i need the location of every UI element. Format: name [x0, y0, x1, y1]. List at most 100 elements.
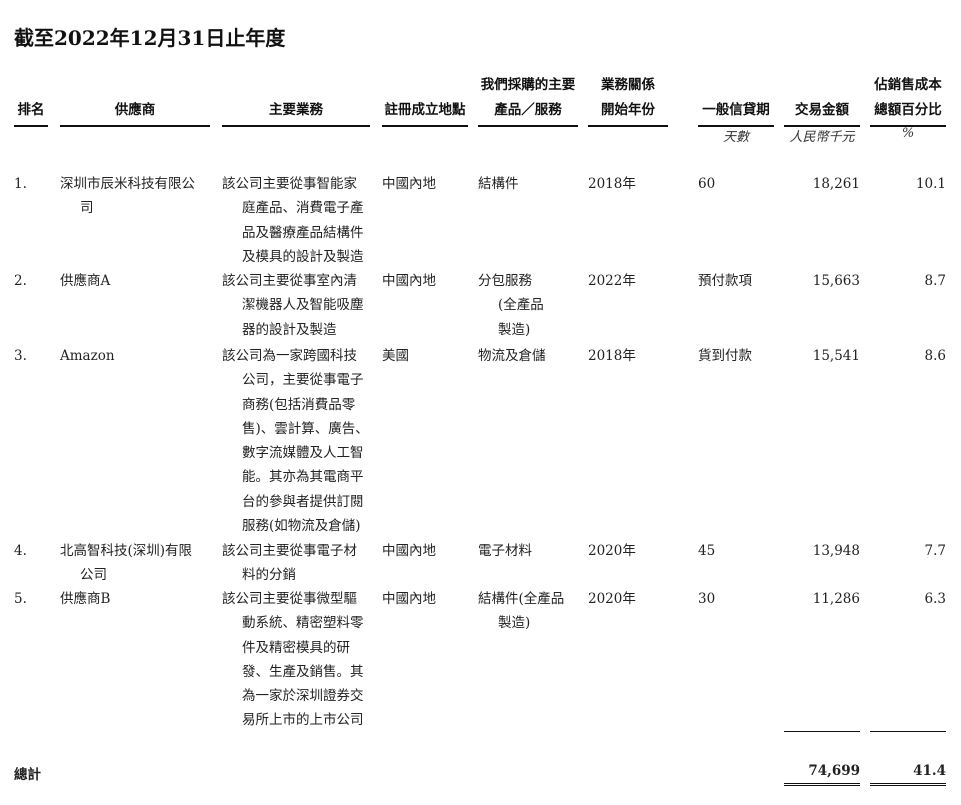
cell-rank: 3.	[14, 344, 54, 368]
business-line: 料的分銷	[242, 567, 296, 584]
cell-supplier: 供應商B	[60, 587, 215, 611]
total-amount: 74,699	[784, 763, 860, 786]
product-line: 製造)	[498, 321, 531, 338]
pct-subtotal-rule	[870, 731, 946, 732]
cell-business: 該公司為一家跨國科技公司，主要從事電子 商務(包括消費品零 售)、雲計算、廣告、 數字…	[222, 344, 372, 538]
cell-year: 2018年	[588, 344, 668, 368]
year-value: 2020年	[588, 591, 636, 607]
year-value: 2022年	[588, 273, 636, 289]
cell-rank: 5.	[14, 587, 54, 611]
cell-amount: 11,286	[784, 587, 860, 611]
rank-value: 4.	[14, 543, 27, 559]
product-line: 電子材料	[478, 543, 532, 559]
cell-credit: 貨到付款	[698, 344, 774, 368]
credit-value: 預付款項	[698, 273, 752, 289]
cell-year: 2022年	[588, 269, 668, 293]
header-supplier: 供應商	[60, 97, 210, 127]
pct-value: 6.3	[924, 591, 946, 607]
year-value: 2018年	[588, 348, 636, 364]
supplier-line: Amazon	[60, 348, 115, 364]
rank-value: 1.	[14, 176, 27, 192]
pct-value: 7.7	[924, 543, 946, 559]
product-line: 分包服務	[478, 273, 532, 289]
year-value: 2018年	[588, 176, 636, 192]
year-value: 2020年	[588, 543, 636, 559]
product-line: 結構件	[478, 176, 519, 192]
cell-amount: 15,541	[784, 344, 860, 368]
pct-value: 8.7	[924, 273, 946, 289]
pct-value: 8.6	[924, 348, 946, 364]
business-line: 公司，主要從事電子	[242, 372, 364, 389]
header-credit: 一般信貸期	[698, 97, 774, 127]
cell-supplier: Amazon	[60, 344, 215, 368]
cell-credit: 預付款項	[698, 269, 774, 293]
cell-supplier: 供應商A	[60, 269, 215, 293]
cell-pct: 8.6	[870, 344, 946, 368]
product-line: (全產品	[498, 297, 544, 314]
business-line: 器的設計及製造	[242, 321, 337, 338]
place-value: 中國內地	[382, 273, 436, 289]
cell-business: 該公司主要從事智能家 庭產品、消費電子產 品及醫療產品結構件 及模具的設計及製造	[222, 172, 372, 269]
business-line: 數字流媒體及人工智	[242, 445, 364, 462]
business-line: 服務(如物流及倉儲)	[242, 518, 361, 535]
place-value: 中國內地	[382, 543, 436, 559]
rank-value: 2.	[14, 273, 27, 289]
business-line: 該公司為一家跨國科技	[222, 348, 357, 364]
header-product-line1: 我們採購的主要	[480, 77, 576, 93]
cell-rank: 2.	[14, 269, 54, 293]
header-place: 註冊成立地點	[382, 97, 468, 127]
cell-place: 中國內地	[382, 539, 472, 563]
business-line: 該公司主要從事電子材	[222, 543, 357, 559]
business-line: 件及精密模具的研	[242, 639, 350, 656]
cell-credit: 30	[698, 587, 774, 611]
cell-credit: 45	[698, 539, 774, 563]
header-year-line2: 開始年份	[588, 97, 668, 127]
cell-business: 該公司主要從事微型驅 動系統、精密塑料零 件及精密模具的研 發、生產及銷售。其 為一家於…	[222, 587, 372, 733]
unit-amount: 人民幣千元	[789, 130, 855, 145]
amount-value: 11,286	[812, 591, 860, 607]
business-line: 台的參與者提供訂閱	[242, 493, 364, 510]
cell-product: 結構件	[478, 172, 583, 196]
credit-value: 45	[698, 543, 716, 559]
business-line: 庭產品、消費電子產	[242, 200, 364, 217]
header-product-line2: 產品／服務	[478, 97, 578, 127]
business-line: 該公司主要從事室內清	[222, 273, 357, 289]
cell-place: 中國內地	[382, 172, 472, 196]
credit-value: 60	[698, 176, 716, 192]
header-amount: 交易金額	[784, 97, 860, 127]
supplier-line: 深圳市辰米科技有限公	[60, 176, 195, 192]
supplier-line: 北高智科技(深圳)有限	[60, 543, 193, 559]
business-line: 該公司主要從事微型驅	[222, 591, 357, 607]
credit-value: 貨到付款	[698, 348, 752, 364]
product-line: 製造)	[498, 615, 531, 632]
total-pct: 41.4	[870, 763, 946, 786]
amount-value: 15,541	[812, 348, 860, 364]
cell-product: 物流及倉儲	[478, 344, 583, 368]
cell-amount: 15,663	[784, 269, 860, 293]
header-business: 主要業務	[222, 97, 370, 127]
supplier-line: 司	[80, 200, 94, 217]
credit-value: 30	[698, 591, 716, 607]
cell-pct: 7.7	[870, 539, 946, 563]
business-line: 售)、雲計算、廣告、	[242, 420, 369, 437]
cell-amount: 18,261	[784, 172, 860, 196]
cell-pct: 6.3	[870, 587, 946, 611]
business-line: 該公司主要從事智能家	[222, 176, 357, 192]
cell-credit: 60	[698, 172, 774, 196]
unit-pct: %	[901, 126, 915, 141]
unit-credit: 天數	[722, 130, 749, 145]
business-line: 及模具的設計及製造	[242, 248, 364, 265]
cell-year: 2020年	[588, 539, 668, 563]
cell-amount: 13,948	[784, 539, 860, 563]
cell-business: 該公司主要從事電子材料的分銷	[222, 539, 372, 588]
page-title: 截至2022年12月31日止年度	[14, 26, 286, 50]
business-line: 商務(包括消費品零	[242, 396, 356, 413]
place-value: 中國內地	[382, 591, 436, 607]
cell-product: 電子材料	[478, 539, 583, 563]
cell-supplier: 北高智科技(深圳)有限 公司	[60, 539, 215, 588]
business-line: 為一家於深圳證券交	[242, 688, 364, 705]
cell-supplier: 深圳市辰米科技有限公司	[60, 172, 215, 221]
header-year-line1: 業務關係	[601, 77, 655, 93]
cell-place: 美國	[382, 344, 472, 368]
pct-value: 10.1	[915, 176, 946, 192]
